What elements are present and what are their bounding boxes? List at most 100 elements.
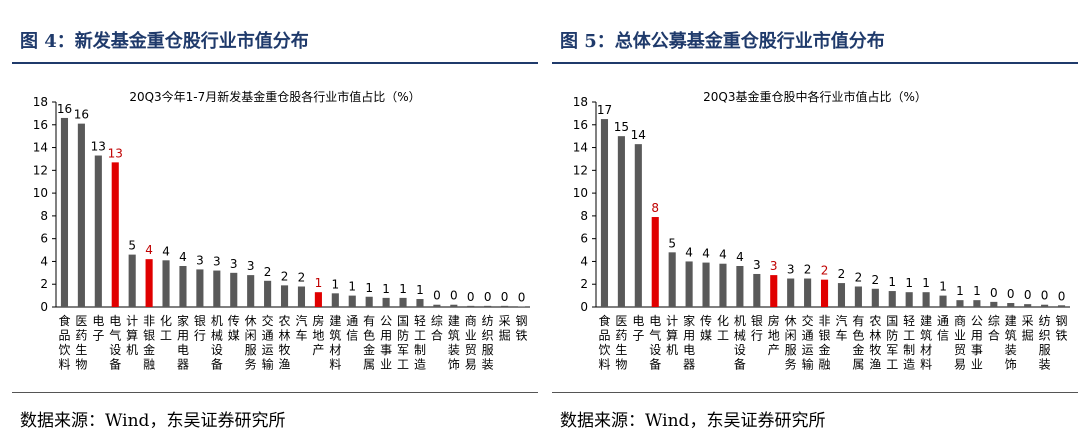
x-tick-label: 工: [717, 329, 729, 343]
y-tick-label: 14: [33, 141, 48, 155]
source-rule: [12, 392, 538, 393]
x-tick-label: 非: [143, 314, 155, 328]
bar: [467, 305, 475, 307]
x-tick-label: 汽: [295, 313, 307, 328]
y-tick-label: 6: [580, 232, 588, 246]
x-tick-label: 银: [819, 329, 831, 343]
x-tick-label: 通: [262, 329, 274, 343]
x-tick-label: 易: [465, 358, 477, 372]
chart-title: 20Q3基金重仓股中各行业市值占比（%）: [703, 89, 927, 104]
data-label: 2: [281, 269, 289, 283]
data-label: 0: [467, 290, 475, 304]
data-label: 4: [685, 245, 693, 259]
x-tick-label: 业: [971, 358, 983, 372]
x-tick-label: 农: [279, 314, 291, 328]
x-tick-label: 掘: [499, 328, 511, 343]
x-tick-label: 品: [598, 329, 610, 343]
data-label: 2: [872, 273, 880, 287]
data-label: 4: [719, 248, 727, 262]
bar: [94, 155, 102, 307]
x-tick-label: 装: [448, 343, 460, 357]
x-tick-label: 造: [903, 358, 915, 372]
x-tick-label: 铁: [516, 329, 528, 343]
x-tick-label: 用: [177, 329, 189, 343]
y-tick-label: 2: [580, 277, 588, 291]
x-tick-label: 筑: [329, 328, 341, 343]
x-tick-label: 建: [1005, 314, 1017, 328]
bar: [230, 272, 238, 307]
x-tick-label: 业: [954, 329, 966, 343]
data-label: 5: [128, 239, 136, 253]
y-tick-label: 10: [33, 186, 48, 200]
bar-chart-new-funds: 20Q3今年1-7月新发基金重仓股各行业市值占比（%）0246810121416…: [33, 89, 530, 372]
data-label: 1: [973, 284, 981, 298]
x-tick-label: 交: [262, 313, 274, 328]
x-tick-label: 织: [482, 329, 494, 343]
x-tick-label: 医: [75, 314, 87, 328]
x-tick-label: 房: [312, 313, 324, 328]
data-label: 1: [888, 275, 896, 289]
data-label: 0: [450, 289, 458, 303]
x-tick-label: 林: [869, 329, 881, 343]
data-label: 0: [1007, 287, 1015, 301]
data-label: 4: [702, 247, 710, 261]
x-tick-label: 算: [126, 328, 138, 343]
x-tick-label: 通: [802, 329, 814, 343]
bar: [990, 301, 998, 307]
bar: [871, 288, 879, 307]
x-tick-label: 电: [177, 343, 189, 357]
figure-title: 图 5：总体公募基金重仓股行业市值分布: [560, 31, 885, 52]
x-tick-label: 有: [852, 314, 864, 328]
bar: [213, 270, 221, 307]
x-tick-label: 采: [1022, 314, 1034, 328]
x-tick-label: 筑: [448, 328, 460, 343]
x-tick-label: 物: [75, 358, 87, 372]
x-tick-label: 地: [312, 329, 324, 343]
x-tick-label: 建: [920, 314, 932, 328]
bar: [787, 278, 795, 307]
x-tick-label: 气: [649, 328, 661, 343]
x-tick-label: 传: [700, 313, 712, 328]
x-tick-label: 公: [971, 314, 983, 328]
x-tick-label: 金: [852, 342, 864, 357]
data-label: 4: [736, 250, 744, 264]
x-tick-label: 械: [734, 328, 746, 343]
bar: [484, 305, 492, 307]
x-tick-label: 纺: [482, 314, 494, 328]
y-tick-label: 4: [40, 254, 48, 268]
x-tick-label: 业: [380, 358, 392, 372]
x-tick-label: 有: [363, 314, 375, 328]
data-label: 1: [332, 277, 340, 291]
x-tick-label: 设: [211, 343, 223, 357]
x-tick-label: 闲: [785, 329, 797, 343]
data-label: 0: [484, 290, 492, 304]
x-tick-label: 综: [431, 314, 443, 328]
x-tick-label: 车: [835, 328, 847, 343]
x-tick-label: 材: [920, 343, 932, 357]
x-tick-label: 饮: [58, 343, 70, 357]
x-tick-label: 掘: [1022, 328, 1034, 343]
source-note: 数据来源：Wind，东吴证券研究所: [560, 411, 826, 431]
data-label: 2: [298, 271, 306, 285]
x-tick-label: 商: [465, 313, 477, 328]
x-tick-label: 色: [852, 329, 864, 343]
x-tick-label: 闲: [245, 329, 257, 343]
data-label: 0: [433, 289, 441, 303]
data-label: 17: [597, 103, 612, 117]
x-tick-label: 生: [75, 343, 87, 357]
bar: [668, 252, 676, 307]
bar: [128, 254, 136, 307]
x-tick-label: 轻: [903, 314, 915, 328]
bar: [702, 262, 710, 307]
x-tick-label: 料: [58, 358, 70, 372]
bar: [888, 291, 896, 307]
x-tick-label: 钢: [1056, 314, 1068, 328]
x-tick-label: 电: [683, 343, 695, 357]
bar: [280, 285, 289, 307]
x-tick-label: 筑: [920, 328, 932, 343]
chart-title: 20Q3今年1-7月新发基金重仓股各行业市值占比（%）: [129, 89, 420, 104]
data-label: 8: [651, 201, 659, 215]
x-tick-label: 信: [937, 329, 949, 343]
bar: [264, 280, 272, 307]
x-tick-label: 防: [886, 328, 898, 343]
